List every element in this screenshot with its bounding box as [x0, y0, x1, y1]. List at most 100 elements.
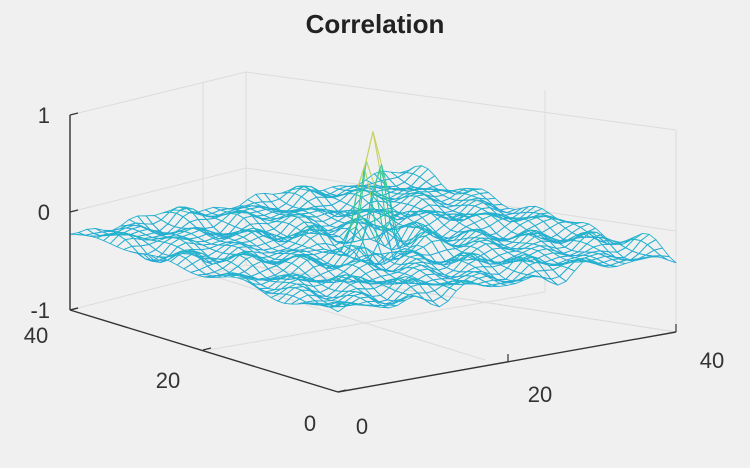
mesh-cell — [530, 245, 547, 252]
y-tick-mark-20 — [202, 347, 212, 351]
mesh-cell — [185, 242, 202, 251]
mesh-cell — [388, 176, 405, 187]
mesh-cell — [304, 266, 321, 280]
mesh-cell — [174, 216, 191, 229]
x-axis-line — [337, 331, 677, 393]
y-tick-label-40: 40 — [24, 323, 48, 348]
mesh-cell — [419, 168, 436, 183]
mesh-cell — [341, 284, 358, 292]
mesh-cell — [550, 256, 567, 264]
y-tick-mark-40 — [69, 307, 79, 311]
mesh-cell — [324, 196, 341, 206]
mesh-cell — [316, 196, 333, 207]
gridline-z-mid-left — [69, 167, 247, 213]
surface-mesh — [69, 131, 677, 313]
mesh-cell — [255, 192, 272, 203]
mesh-cell — [123, 245, 140, 254]
y-tick-label-0: 0 — [304, 411, 316, 436]
mesh-cell — [489, 220, 506, 234]
mesh-cell — [519, 220, 536, 231]
mesh-cell — [270, 198, 287, 210]
z-tick-mark-mid — [69, 209, 79, 213]
mesh-cell — [256, 208, 273, 216]
mesh-cell — [145, 232, 162, 238]
mesh-cell — [476, 243, 493, 255]
mesh-cell — [234, 217, 251, 230]
mesh-cell — [207, 262, 224, 273]
mesh-cell — [140, 244, 157, 255]
mesh-cell — [550, 276, 567, 286]
mesh-cell — [322, 217, 339, 227]
mesh-cell — [609, 243, 627, 253]
mesh-cell — [465, 222, 482, 231]
mesh-cell — [273, 221, 290, 234]
mesh-cell — [556, 227, 573, 240]
mesh-cell — [204, 206, 221, 214]
mesh-cell — [271, 245, 288, 252]
chart-title: Correlation — [306, 9, 445, 39]
mesh-cell — [542, 218, 560, 229]
mesh-cell — [459, 263, 476, 273]
mesh-cell — [602, 259, 620, 266]
axes-layer — [69, 112, 677, 393]
mesh-cell — [190, 229, 207, 238]
x-tick-label-40: 40 — [700, 348, 724, 373]
mesh-cell — [170, 238, 187, 248]
gridline-z-mid-right — [245, 167, 677, 232]
y-tick-mark-0 — [337, 389, 347, 393]
x-tick-label-20: 20 — [528, 382, 552, 407]
mesh-cell — [124, 237, 141, 247]
x-tick-label-0: 0 — [356, 414, 368, 439]
mesh-cell — [549, 222, 566, 236]
y-axis-line — [69, 309, 339, 393]
mesh-cell — [315, 213, 332, 223]
gridline-floor-y-mid — [207, 291, 546, 351]
mesh-cell — [579, 223, 597, 233]
mesh-cell — [589, 253, 606, 260]
mesh-cell — [297, 259, 315, 274]
mesh-cell — [351, 297, 368, 305]
y-tick-label-20: 20 — [156, 368, 180, 393]
mesh-cell — [301, 237, 318, 249]
mesh-cell — [137, 215, 154, 225]
mesh-cell — [288, 216, 305, 228]
mesh-cell — [660, 255, 677, 264]
mesh-cell — [292, 289, 309, 300]
z-tick-label-top: 1 — [38, 103, 50, 128]
mesh-cell — [527, 217, 544, 227]
z-tick-label-mid: 0 — [38, 200, 50, 225]
floor-back-edges — [69, 264, 677, 333]
mesh-cell — [307, 196, 324, 208]
grid-layer — [69, 71, 677, 361]
mesh-cell — [645, 249, 662, 257]
z-tick-label-bottom: -1 — [30, 298, 50, 323]
mesh-cell — [380, 178, 397, 187]
mesh-cell — [128, 215, 145, 225]
mesh-cell — [292, 196, 309, 209]
mesh-cell — [176, 257, 193, 270]
mesh-cell — [410, 269, 427, 280]
mesh-cell — [204, 237, 221, 245]
mesh-cell — [428, 218, 445, 233]
z-tick-mark-top — [69, 112, 79, 116]
mesh-cell — [638, 244, 655, 256]
mesh-cell — [145, 215, 162, 225]
mesh-cell — [468, 258, 485, 268]
mesh-cell — [596, 255, 613, 263]
mesh-cell — [466, 266, 483, 273]
mesh-cell — [483, 248, 500, 261]
mesh-cell — [350, 267, 367, 280]
gridline-floor-x-mid — [202, 272, 486, 361]
mesh-cell — [410, 176, 427, 189]
mesh-cell — [640, 233, 657, 246]
mesh-cell — [413, 198, 430, 210]
mesh-cell — [495, 226, 512, 239]
mesh-cell — [450, 222, 467, 233]
mesh-cell — [482, 215, 499, 227]
mesh-cell — [417, 274, 434, 284]
mesh-cell — [309, 210, 326, 218]
mesh-cell — [425, 290, 442, 302]
mesh-cell — [155, 241, 172, 255]
